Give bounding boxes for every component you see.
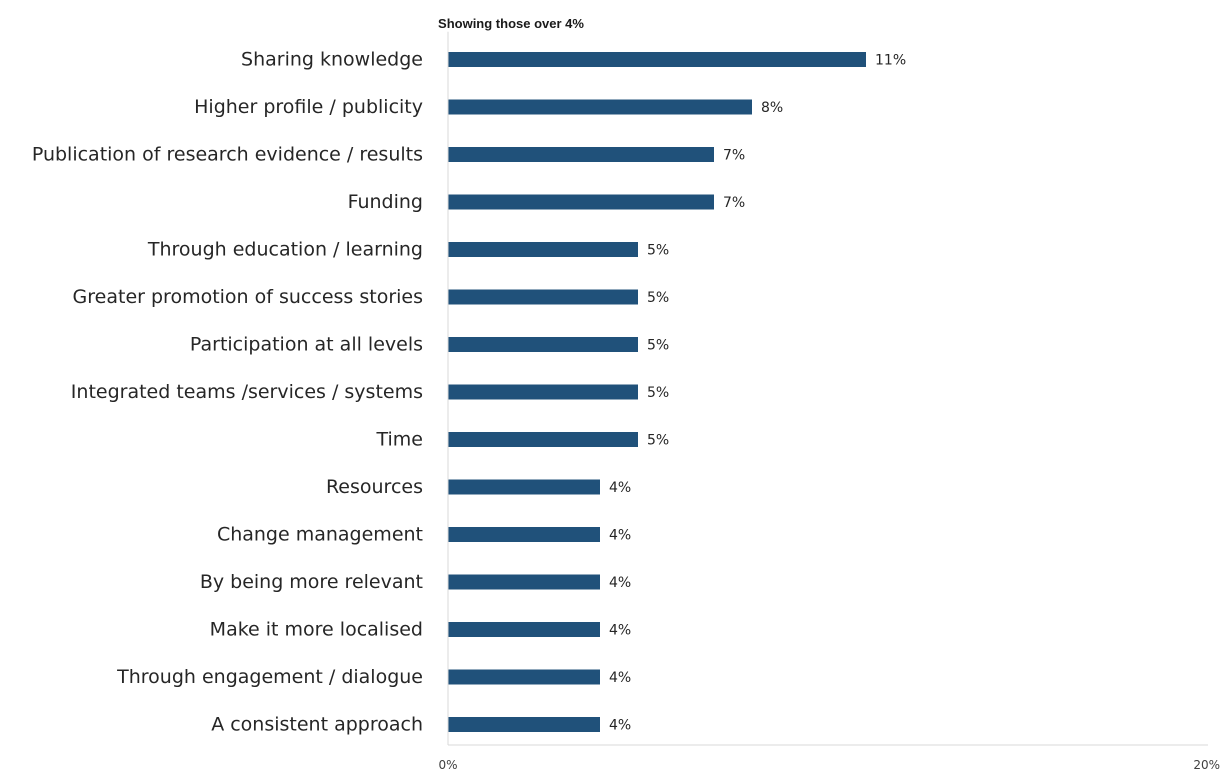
bar: [448, 337, 638, 352]
value-label: 5%: [647, 290, 669, 306]
category-label: Funding: [348, 191, 423, 213]
category-label: Resources: [326, 476, 423, 498]
category-label: Higher profile / publicity: [194, 96, 423, 118]
bar: [448, 479, 600, 495]
x-axis: 0% 20%: [438, 31, 1220, 772]
value-label: 4%: [609, 575, 631, 591]
value-label: 7%: [723, 195, 745, 211]
value-label: 8%: [761, 100, 783, 116]
x-tick-label: 0%: [438, 758, 457, 772]
x-tick-label: 20%: [1193, 758, 1220, 772]
bar: [448, 574, 600, 590]
category-label: Publication of research evidence / resul…: [32, 144, 423, 166]
bar: [448, 669, 600, 685]
bar: [448, 194, 714, 210]
category-label: Through engagement / dialogue: [116, 666, 423, 688]
value-label: 4%: [609, 718, 631, 734]
category-label: Time: [376, 429, 424, 451]
bars-group: Sharing knowledge 11% Higher profile / pub…: [32, 49, 906, 736]
value-label: 5%: [647, 385, 669, 401]
value-label: 4%: [609, 480, 631, 496]
value-label: 11%: [875, 53, 906, 69]
category-label: Greater promotion of success stories: [73, 286, 423, 308]
category-label: Integrated teams /services / systems: [71, 381, 423, 403]
value-label: 5%: [647, 433, 669, 449]
bar: [448, 622, 600, 637]
bar: [448, 147, 714, 162]
bar: [448, 384, 638, 400]
bar: [448, 99, 752, 115]
category-label: Through education / learning: [147, 239, 423, 261]
value-label: 7%: [723, 148, 745, 164]
category-label: A consistent approach: [211, 714, 423, 736]
value-label: 4%: [609, 528, 631, 544]
category-label: Change management: [217, 524, 423, 546]
category-label: By being more relevant: [200, 571, 423, 593]
category-label: Sharing knowledge: [241, 49, 423, 71]
value-label: 4%: [609, 670, 631, 686]
value-label: 5%: [647, 338, 669, 354]
bar: [448, 527, 600, 542]
bar: [448, 717, 600, 732]
chart-subtitle: Showing those over 4%: [438, 16, 584, 31]
category-label: Participation at all levels: [190, 334, 423, 356]
bar: [448, 289, 638, 305]
bar: [448, 432, 638, 447]
bar: [448, 52, 866, 67]
bar: [448, 242, 638, 257]
category-label: Make it more localised: [210, 619, 423, 641]
value-label: 4%: [609, 623, 631, 639]
value-label: 5%: [647, 243, 669, 259]
